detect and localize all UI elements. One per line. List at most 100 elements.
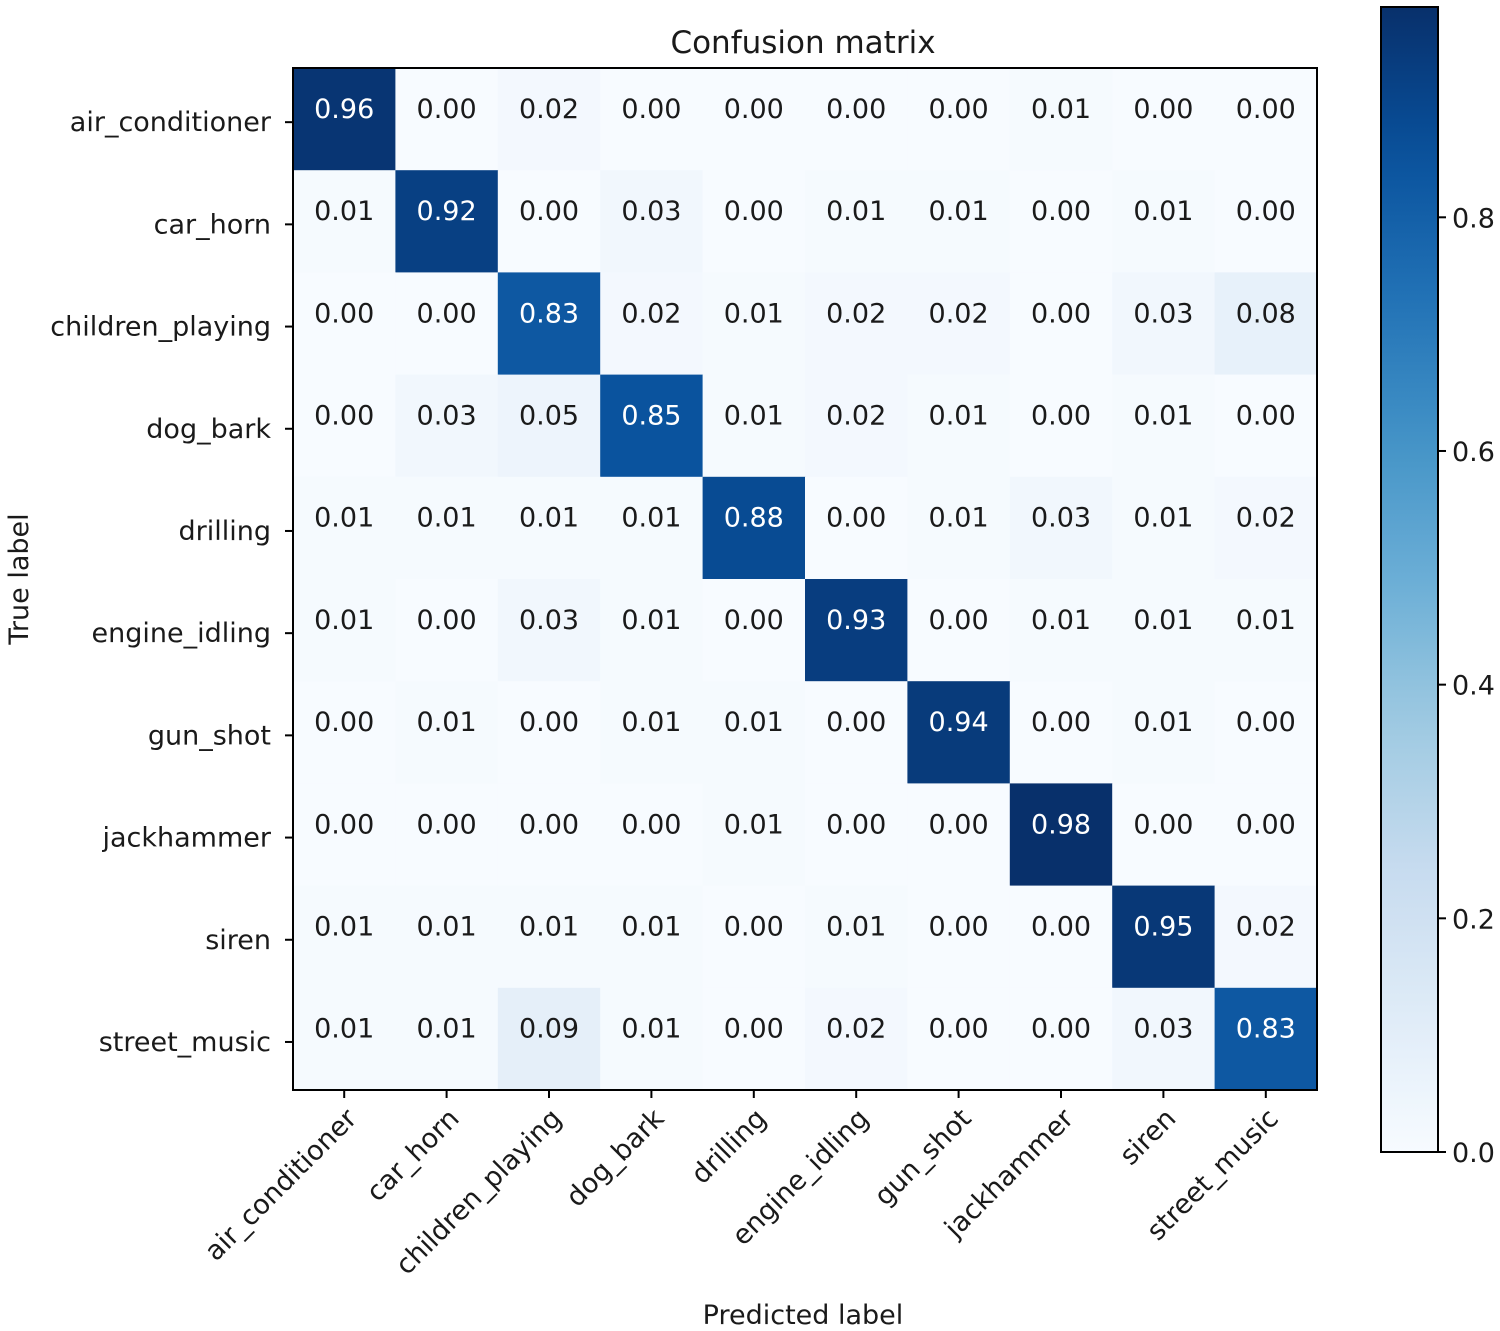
heatmap-cell: [1214, 170, 1318, 273]
y-tick-label: children_playing: [50, 312, 271, 343]
heatmap-cell: [395, 272, 499, 376]
cell-value-label: 0.01: [314, 1014, 374, 1045]
cell-value-label: 0.00: [314, 400, 374, 431]
cell-value-label: 0.00: [826, 707, 886, 738]
heatmap-cell: [293, 374, 396, 478]
cell-value-label: 0.02: [621, 298, 681, 329]
heatmap-cell: [395, 783, 499, 887]
y-tick-label: car_horn: [154, 209, 271, 240]
cell-value-label: 0.00: [826, 94, 886, 125]
heatmap-cell: [600, 681, 704, 784]
heatmap-cell: [1009, 579, 1113, 682]
cell-value-label: 0.02: [826, 298, 886, 329]
colorbar-tick-label: 0.8: [1452, 203, 1495, 234]
cell-value-label: 0.93: [826, 605, 886, 636]
heatmap-cell: [907, 170, 1011, 273]
cell-value-labels: 0.96 0.00 0.02 0.00 0.00 0.00 0.00 0.01 0.00 0.00…: [314, 94, 1296, 1045]
cell-value-label: 0.01: [621, 1014, 681, 1045]
heatmap-cell: [907, 681, 1011, 784]
cell-value-label: 0.00: [1031, 298, 1091, 329]
cell-value-label: 0.00: [1236, 196, 1296, 227]
heatmap-cell: [1112, 579, 1216, 682]
cell-value-label: 0.01: [826, 911, 886, 942]
cell-value-label: 0.01: [417, 707, 477, 738]
cell-value-label: 0.00: [1031, 400, 1091, 431]
cell-value-label: 0.01: [724, 298, 784, 329]
x-tick-label: siren: [1114, 1103, 1182, 1171]
heatmap-cell: [1214, 681, 1318, 784]
cell-value-label: 0.00: [1031, 196, 1091, 227]
cell-value-label: 0.83: [1236, 1014, 1296, 1045]
heatmap-cell: [805, 374, 908, 478]
heatmap-cell: [600, 272, 704, 376]
colorbar-tick-label: 0.4: [1452, 671, 1495, 702]
x-tick-label: gun_shot: [869, 1103, 978, 1212]
heatmap-cell: [293, 579, 396, 682]
cell-value-label: 0.01: [314, 503, 374, 534]
heatmap-cell: [293, 170, 396, 273]
cell-value-label: 0.01: [621, 707, 681, 738]
y-tick-label: air_conditioner: [70, 107, 272, 138]
cell-value-label: 0.00: [724, 196, 784, 227]
colorbar: [1380, 6, 1439, 1153]
colorbar-ticks: 0.0 0.2 0.4 0.6 0.8: [1438, 203, 1495, 1169]
cell-value-label: 0.00: [1133, 94, 1193, 125]
cell-value-label: 0.02: [826, 1014, 886, 1045]
cell-value-label: 0.01: [621, 911, 681, 942]
x-tick-label: car_horn: [361, 1103, 466, 1208]
cell-value-label: 0.09: [519, 1014, 579, 1045]
heatmap-cell: [1112, 885, 1216, 989]
heatmap-cell: [497, 476, 601, 580]
x-tick-label: air_conditioner: [199, 1102, 364, 1267]
cell-value-label: 0.01: [1133, 707, 1193, 738]
heatmap-cell: [702, 987, 806, 1091]
cell-value-label: 0.85: [621, 400, 681, 431]
cell-value-label: 0.01: [1031, 94, 1091, 125]
cell-value-label: 0.00: [929, 94, 989, 125]
cell-value-label: 0.01: [417, 911, 477, 942]
cell-value-label: 0.00: [314, 707, 374, 738]
heatmap-cell: [1214, 272, 1318, 376]
heatmap-cell: [1009, 272, 1113, 376]
heatmap-cell: [497, 579, 601, 682]
heatmap-cell: [1009, 885, 1113, 989]
cell-value-label: 0.00: [417, 809, 477, 840]
cell-value-label: 0.01: [1031, 605, 1091, 636]
heatmap-cell: [395, 681, 499, 784]
cell-value-label: 0.02: [1236, 503, 1296, 534]
heatmap-cell: [702, 68, 806, 171]
heatmap-cell: [1112, 68, 1216, 171]
y-tick-label: street_music: [99, 1027, 271, 1058]
plot-frame: [292, 67, 1318, 1091]
cell-value-label: 0.01: [1133, 605, 1193, 636]
y-tick-label: dog_bark: [146, 414, 271, 445]
heatmap-cell: [293, 476, 396, 580]
heatmap-cell: [395, 170, 499, 273]
heatmap-cell: [600, 783, 704, 887]
heatmap-cell: [907, 374, 1011, 478]
heatmap-cell: [702, 374, 806, 478]
cell-value-label: 0.88: [724, 503, 784, 534]
cell-value-label: 0.05: [519, 400, 579, 431]
cell-value-label: 0.01: [417, 503, 477, 534]
cell-value-label: 0.00: [1236, 94, 1296, 125]
heatmap-cell: [805, 68, 908, 171]
heatmap-cell: [1112, 681, 1216, 784]
heatmap-cell: [1112, 374, 1216, 478]
cell-value-label: 0.00: [1236, 707, 1296, 738]
heatmap-cell: [1112, 476, 1216, 580]
heatmap-cell: [1214, 476, 1318, 580]
cell-value-label: 0.00: [621, 94, 681, 125]
cell-value-label: 0.00: [826, 503, 886, 534]
heatmap-cell: [702, 272, 806, 376]
y-axis-ticks: air_conditioner car_horn children_playingd…: [50, 107, 293, 1058]
heatmap-cells: [293, 68, 1318, 1091]
cell-value-label: 0.00: [1236, 400, 1296, 431]
cell-value-label: 0.01: [1133, 400, 1193, 431]
heatmap-cell: [293, 681, 396, 784]
cell-value-label: 0.01: [1236, 605, 1296, 636]
cell-value-label: 0.03: [1133, 1014, 1193, 1045]
heatmap-cell: [1009, 170, 1113, 273]
cell-value-label: 0.00: [417, 605, 477, 636]
cell-value-label: 0.02: [929, 298, 989, 329]
